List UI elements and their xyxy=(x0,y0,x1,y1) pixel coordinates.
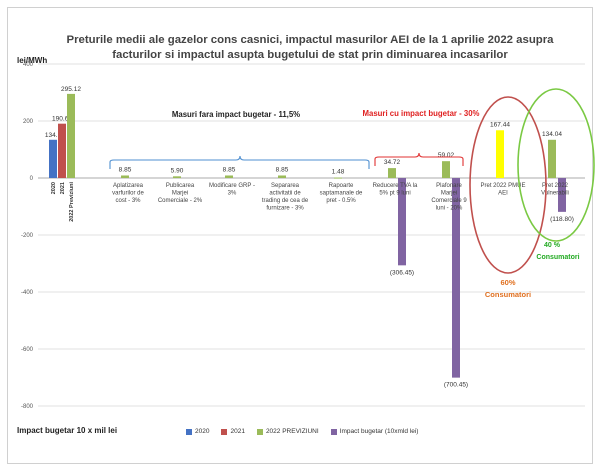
legend-label-2022: 2022 PREVIZIUNI xyxy=(265,428,319,435)
legend-item-2021: 2021 xyxy=(221,428,245,435)
legend-item-2020: 2020 xyxy=(186,428,209,435)
category-label: Separarea xyxy=(271,183,300,189)
category-label: Pret 2022 PMUE xyxy=(480,183,525,189)
annotation-consumers-pct: 60% xyxy=(500,278,515,287)
category-label: Marjei xyxy=(441,191,457,197)
bar-2022 xyxy=(225,175,233,178)
impact-data-label: (306.45) xyxy=(390,269,414,276)
category-label: Modificare GRP - xyxy=(209,183,255,189)
chart-title-line2: facturilor si impactul asupta bugetului … xyxy=(112,49,508,61)
y-axis-unit-label: lei/MWh xyxy=(17,56,48,65)
category-label: Comerciale - 2% xyxy=(158,198,203,204)
category-label: varfurilor de xyxy=(112,191,144,197)
bar-2020 xyxy=(49,139,57,178)
category-label: pret - 0.5% xyxy=(326,198,356,204)
bar-data-label: 295.12 xyxy=(61,86,81,93)
impact-data-label: (118.80) xyxy=(550,216,574,223)
bar-2022 xyxy=(278,175,286,178)
ellipse-consumers xyxy=(469,96,547,274)
category-label: Plafonare xyxy=(436,183,462,189)
impact-data-label: (700.45) xyxy=(444,382,468,389)
bar-impact xyxy=(558,178,566,212)
legend-label-2020: 2020 xyxy=(195,428,210,435)
annotation-vuln-pct: 40 % xyxy=(544,242,561,249)
category-label: Reducere TVA la xyxy=(373,183,418,189)
bar-data-label: 59.02 xyxy=(438,152,455,159)
legend-swatch-2020 xyxy=(186,428,192,435)
category-label: luni - 20% xyxy=(436,206,463,212)
y-tick-label: -600 xyxy=(21,347,34,353)
bar-data-label: 5.90 xyxy=(171,167,184,174)
chart-title: Preturile medii ale gazelor cons casnici… xyxy=(60,33,560,63)
bar-impact xyxy=(452,178,460,378)
bar-impact xyxy=(398,178,406,266)
x-tick-label: 2021 xyxy=(60,182,66,194)
category-label: activitatii de xyxy=(269,191,301,197)
bar-2022 xyxy=(388,168,396,178)
legend-swatch-impact xyxy=(330,428,337,435)
y-tick-label: 400 xyxy=(23,62,34,68)
bar-2022 xyxy=(496,130,504,178)
annotation-consumers-label: Consumatori xyxy=(485,290,531,299)
legend-swatch-2022 xyxy=(256,428,263,435)
category-label: Comerciale 9 xyxy=(431,198,467,204)
bar-2022 xyxy=(67,93,75,178)
x-tick-label: 2020 xyxy=(51,182,57,194)
chart-title-line1: Preturile medii ale gazelor cons casnici… xyxy=(66,34,554,46)
brace-with-budget xyxy=(374,152,464,166)
footer-label: Impact bugetar 10 x mil lei xyxy=(17,426,118,435)
category-label: Publicarea xyxy=(166,183,195,189)
legend-label-impact: Impact bugetar (10xmld lei) xyxy=(339,428,419,435)
category-label: furnizare - 3% xyxy=(266,206,304,212)
y-tick-label: -200 xyxy=(21,233,34,239)
bar-data-label: 8.85 xyxy=(223,166,236,173)
legend-swatch-2021 xyxy=(221,428,228,435)
y-tick-label: -400 xyxy=(21,290,34,296)
category-label: trading de cea de xyxy=(262,198,309,204)
legend-label-2021: 2021 xyxy=(230,428,245,435)
category-label: Pret 2022 xyxy=(542,183,569,189)
bar-2022 xyxy=(121,175,129,178)
bar-data-label: 8.85 xyxy=(276,166,289,173)
legend-item-2022: 2022 PREVIZIUNI xyxy=(256,428,319,435)
y-tick-label: 200 xyxy=(23,119,34,125)
bar-data-label: 134.04 xyxy=(542,131,562,138)
bar-2022 xyxy=(173,176,181,178)
category-label: 5% pt 9 luni xyxy=(379,191,410,197)
category-label: Aplatizarea xyxy=(113,183,144,189)
x-tick-label: 2022 Previziuni xyxy=(69,182,75,222)
bar-2022 xyxy=(334,177,342,179)
bar-data-label: 167.44 xyxy=(490,121,510,128)
y-tick-label: -800 xyxy=(21,404,34,410)
brace-no-budget xyxy=(109,155,370,169)
annotation-vuln-label: Consumatori xyxy=(536,254,579,261)
category-label: AEI xyxy=(498,191,508,197)
bar-2021 xyxy=(58,123,66,178)
bar-data-label: 134.1 xyxy=(45,132,62,139)
bar-data-label: 8.85 xyxy=(119,166,132,173)
category-label: Vulnerabili xyxy=(541,191,569,197)
legend-item-impact: Impact bugetar (10xmld lei) xyxy=(330,428,419,435)
bar-data-label: 1.48 xyxy=(332,169,345,176)
category-label: cost - 3% xyxy=(115,198,141,204)
bar-2022 xyxy=(548,139,556,178)
ellipse-vulnerable xyxy=(517,88,595,242)
category-label: saptamanale de xyxy=(320,191,363,197)
category-label: Marjei xyxy=(172,191,188,197)
y-tick-label: 0 xyxy=(30,176,34,182)
category-label: Rapoarte xyxy=(329,183,354,189)
legend: 2020 2021 2022 PREVIZIUNI Impact bugetar… xyxy=(186,428,418,435)
category-label: 3% xyxy=(228,191,237,197)
bar-data-label: 34.72 xyxy=(384,159,401,166)
bar-2022 xyxy=(442,161,450,178)
bar-data-label: 190.62 xyxy=(52,116,72,123)
annotation-no-budget: Masuri fara impact bugetar - 11,5% xyxy=(172,110,300,119)
annotation-with-budget: Masuri cu impact bugetar - 30% xyxy=(363,109,480,118)
